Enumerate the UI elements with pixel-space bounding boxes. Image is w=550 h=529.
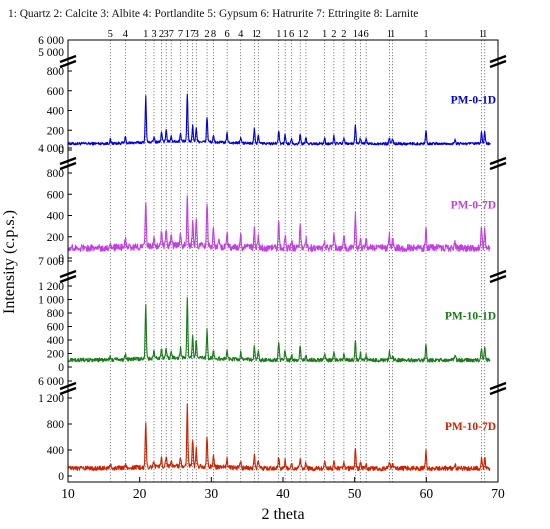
y-tick-label: 5 000	[38, 47, 64, 59]
phase-label: 1	[283, 29, 288, 40]
y-tick-label: 800	[47, 66, 65, 78]
sample-label: PM-0-7D	[451, 200, 496, 212]
phase-legend: 1: Quartz 2: Calcite 3: Albite 4: Portla…	[8, 8, 418, 20]
reference-guide-lines	[109, 40, 486, 482]
phase-label: 7	[169, 29, 174, 40]
phase-label: 1	[322, 29, 327, 40]
y-tick-label: 600	[47, 189, 65, 201]
pattern-line-pm-10-7d	[67, 403, 491, 472]
phase-label: 4	[123, 29, 129, 40]
y-tick-label: 0	[58, 253, 64, 265]
y-tick-label: 200	[47, 232, 65, 244]
x-tick-label: 50	[348, 486, 362, 501]
y-tick-label: 600	[47, 86, 65, 98]
phase-label: 2	[159, 29, 164, 40]
x-axis: 10 20 30 40 50 60 70	[61, 477, 505, 501]
pattern-line-pm-10-1d	[67, 296, 491, 363]
plot-frame	[67, 39, 499, 483]
y-tick-label: 600	[47, 322, 65, 334]
y-break-label: 4 000	[38, 143, 64, 155]
x-tick-label: 10	[61, 486, 75, 501]
y-tick-label: 200	[47, 349, 65, 361]
phase-label: 1	[387, 29, 392, 40]
y-tick-label: 200	[47, 125, 65, 137]
phase-label: 1	[353, 29, 358, 40]
x-tick-label: 60	[420, 486, 434, 501]
x-tick-label: 20	[133, 486, 147, 501]
y-tick-label: 0	[58, 362, 64, 374]
sample-label: PM-10-1D	[445, 311, 496, 323]
phase-label: 7	[190, 29, 195, 40]
y-tick-label: 0	[58, 145, 64, 157]
y-axis-title: Intensity (c.p.s.)	[1, 210, 18, 314]
phase-label: 6	[224, 29, 229, 40]
y-tick-label: 800	[47, 168, 65, 180]
phase-label: 2	[204, 29, 209, 40]
pattern-line-pm-0-1d	[67, 93, 491, 146]
y-tick-label: 400	[47, 211, 65, 223]
phase-label: 8	[211, 29, 216, 40]
panel-pm-0-7d: 0 200 400 600 800 4 000 PM-0-7D	[38, 143, 507, 265]
pattern-line-pm-0-7d	[67, 195, 491, 253]
phase-label: 4	[358, 29, 364, 40]
panel-pm-10-7d: 0 400 800 1 200 6 000 PM-10-7D	[38, 376, 507, 483]
phase-label: 6	[289, 29, 294, 40]
phase-label: 1	[423, 29, 428, 40]
phase-label: 5	[108, 29, 113, 40]
phase-label: 2	[331, 29, 336, 40]
phase-label: 3	[194, 29, 199, 40]
y-break-label: 6 000	[38, 376, 64, 388]
phase-label: 3	[151, 29, 156, 40]
y-tick-label: 1 200	[38, 393, 64, 405]
y-tick-label: 1 200	[38, 281, 64, 293]
phase-label: 2	[341, 29, 346, 40]
phase-label: 1	[298, 29, 303, 40]
y-tick-label: 800	[47, 419, 65, 431]
phase-label: 2	[256, 29, 261, 40]
y-tick-label: 1 000	[38, 295, 64, 307]
phase-label: 3	[164, 29, 169, 40]
phase-label: 7	[178, 29, 183, 40]
phase-label: 4	[238, 29, 244, 40]
phase-label: 6	[364, 29, 369, 40]
y-tick-label: 400	[47, 335, 65, 347]
sample-label: PM-0-1D	[451, 95, 496, 107]
x-tick-label: 70	[491, 486, 505, 501]
y-break-label: 7 000	[38, 256, 64, 268]
y-tick-label: 800	[47, 308, 65, 320]
x-tick-label: 30	[205, 486, 219, 501]
phase-label: 1	[479, 29, 484, 40]
phase-label: 1	[276, 29, 281, 40]
phase-label: 2	[303, 29, 308, 40]
y-tick-label: 0	[58, 471, 64, 483]
y-tick-label: 400	[47, 106, 65, 118]
y-break-label: 6 000	[38, 35, 64, 47]
x-tick-label: 40	[276, 486, 290, 501]
phase-label: 1	[143, 29, 148, 40]
phase-labels: 5 4 1 3 2 3 7 7 1 73 2 8 6 4 12 1 1 6 1 2 1 2 2 1 4 6 11 1 11	[108, 29, 488, 40]
phase-label: 1	[390, 29, 395, 40]
phase-label: 1	[185, 29, 190, 40]
y-tick-label: 400	[47, 445, 65, 457]
x-axis-title: 2 theta	[261, 506, 304, 523]
phase-label: 1	[252, 29, 257, 40]
sample-label: PM-10-7D	[445, 421, 496, 433]
phase-label: 1	[482, 29, 487, 40]
